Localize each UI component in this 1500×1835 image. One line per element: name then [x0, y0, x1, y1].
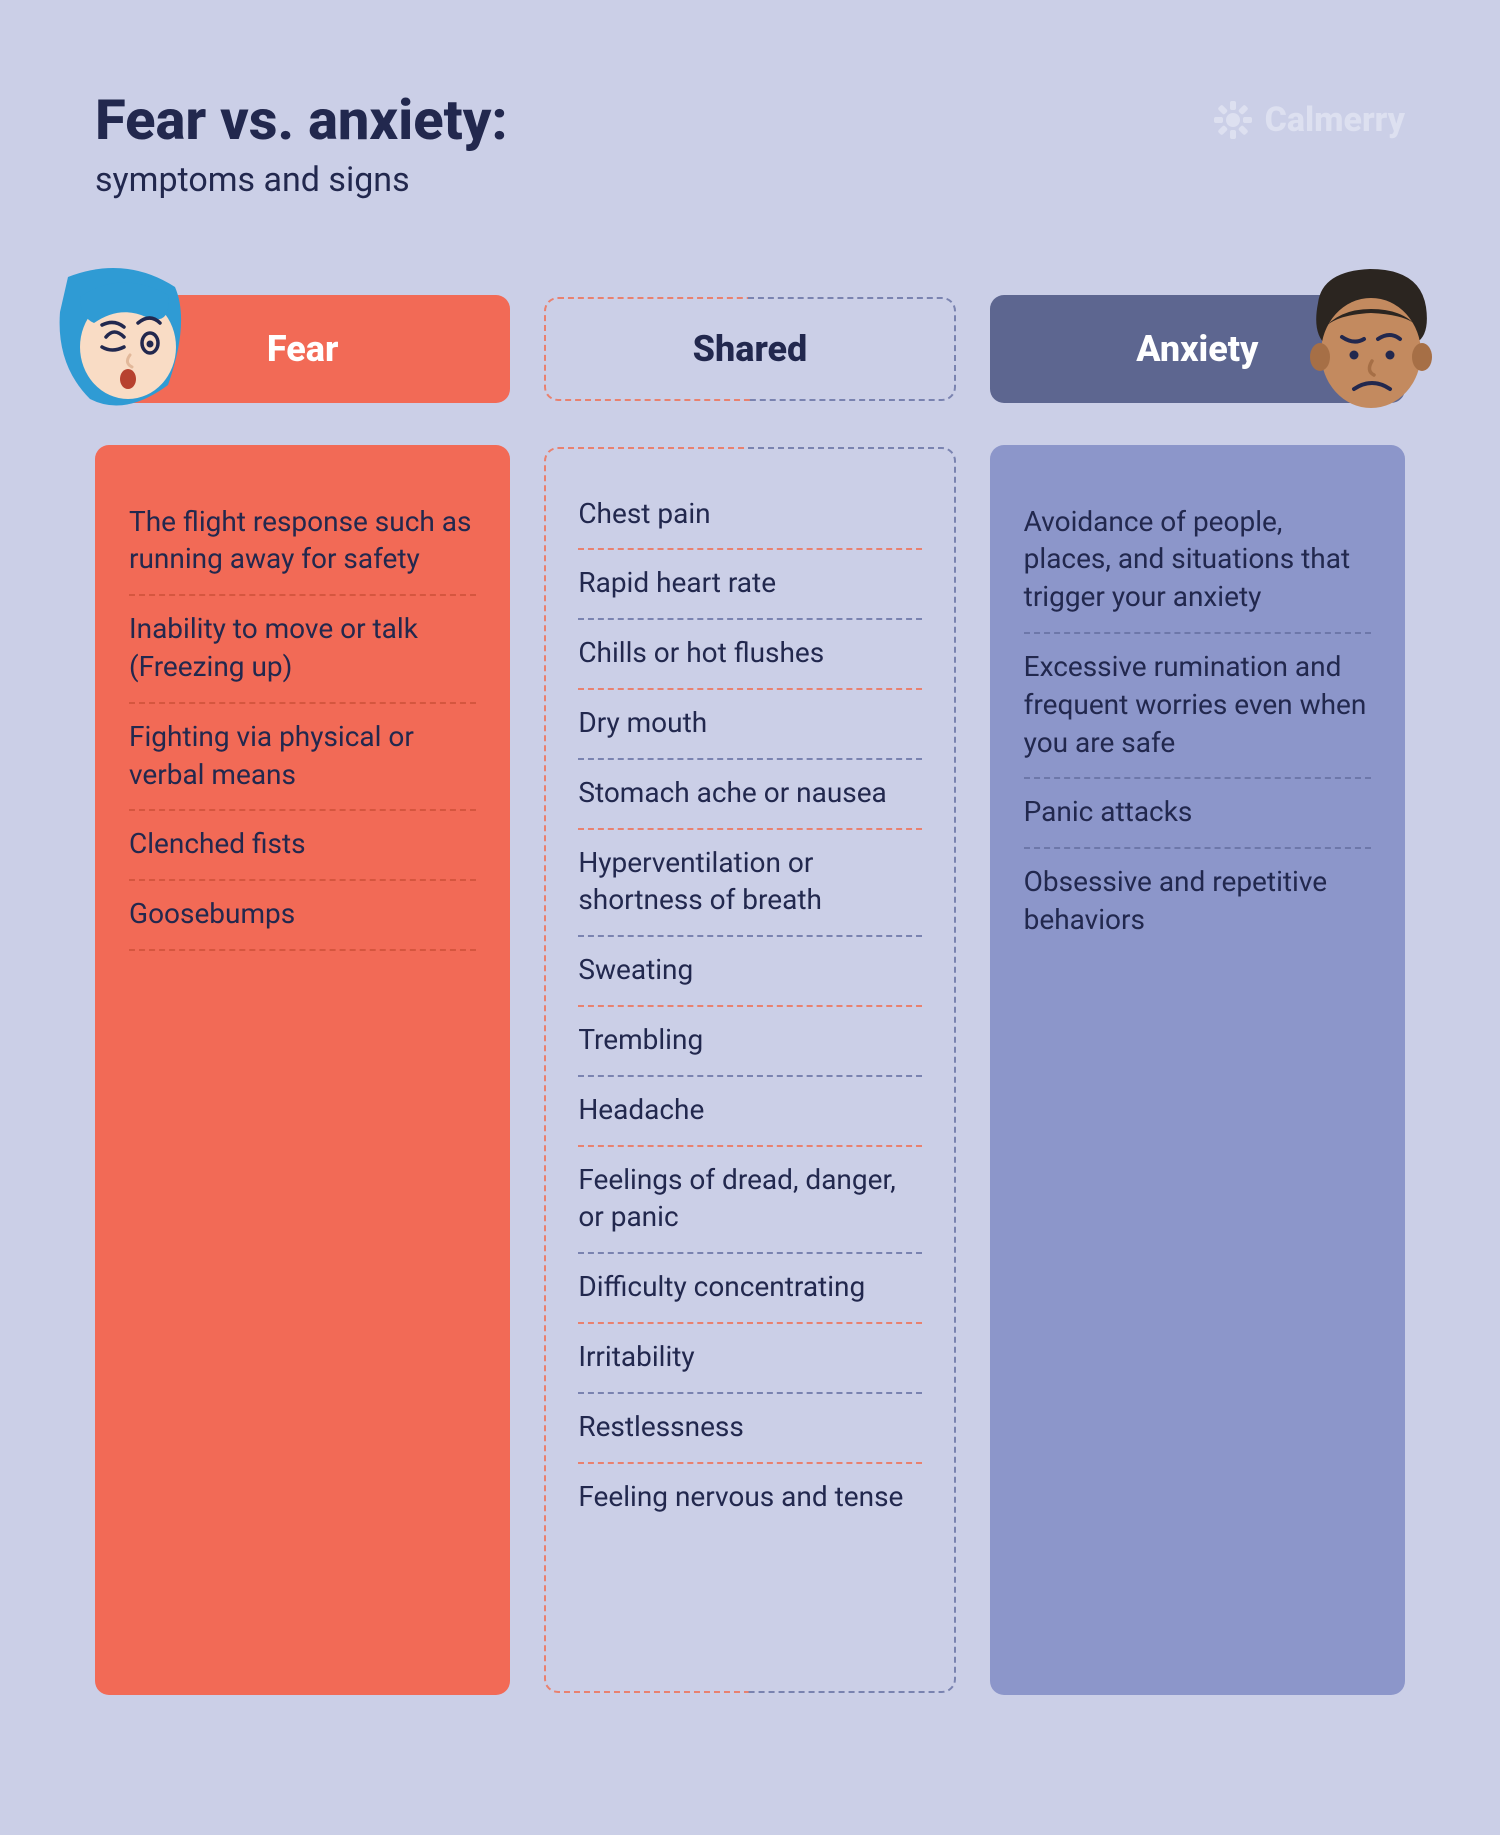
list-item: Stomach ache or nausea	[578, 760, 921, 828]
list-item: Difficulty concentrating	[578, 1254, 921, 1322]
brand-gear-icon	[1213, 100, 1253, 140]
columns-wrap: Fear The flight response such as running…	[95, 295, 1405, 1695]
list-item: Chest pain	[578, 481, 921, 549]
list-item: Clenched fists	[129, 811, 476, 879]
list-item: Feelings of dread, danger, or panic	[578, 1147, 921, 1253]
list-item: Irritability	[578, 1324, 921, 1392]
page-title: Fear vs. anxiety:	[95, 90, 508, 152]
list-item: Excessive rumination and frequent worrie…	[1024, 634, 1371, 777]
title-block: Fear vs. anxiety: symptoms and signs	[95, 90, 508, 200]
avatar-fear-icon	[50, 267, 200, 422]
column-body-anxiety: Avoidance of people, places, and situati…	[990, 445, 1405, 1695]
column-header-label: Anxiety	[1136, 328, 1258, 370]
list-item: Panic attacks	[1024, 779, 1371, 847]
list-item: The flight response such as running away…	[129, 489, 476, 595]
brand: Calmerry	[1213, 100, 1405, 140]
list-item: Avoidance of people, places, and situati…	[1024, 489, 1371, 632]
infographic-canvas: Fear vs. anxiety: symptoms and signs	[0, 0, 1500, 1835]
list-item: Fighting via physical or verbal means	[129, 704, 476, 810]
brand-name: Calmerry	[1265, 100, 1405, 140]
list-item: Dry mouth	[578, 690, 921, 758]
column-fear: Fear The flight response such as running…	[95, 295, 510, 1695]
column-body-fear: The flight response such as running away…	[95, 445, 510, 1695]
column-body-shared: Chest painRapid heart rateChills or hot …	[542, 445, 957, 1695]
list-item: Obsessive and repetitive behaviors	[1024, 849, 1371, 955]
page-subtitle: symptoms and signs	[95, 160, 508, 200]
list-item: Feeling nervous and tense	[578, 1464, 921, 1532]
list-item: Rapid heart rate	[578, 550, 921, 618]
list-item: Goosebumps	[129, 881, 476, 949]
column-header-shared: Shared	[542, 295, 957, 403]
list-item: Chills or hot flushes	[578, 620, 921, 688]
avatar-anxiety-icon	[1298, 265, 1443, 420]
column-shared: Shared Chest painRapid heart rateChills …	[542, 295, 957, 1695]
list-item: Headache	[578, 1077, 921, 1145]
column-header-anxiety: Anxiety	[990, 295, 1405, 403]
divider	[129, 949, 476, 951]
list-item: Restlessness	[578, 1394, 921, 1462]
header-row: Fear vs. anxiety: symptoms and signs	[95, 90, 1405, 200]
column-header-fear: Fear	[95, 295, 510, 403]
list-item: Sweating	[578, 937, 921, 1005]
column-anxiety: Anxiety Avoidance of people, places, and…	[990, 295, 1405, 1695]
column-header-label: Shared	[693, 328, 808, 370]
list-item: Inability to move or talk (Freezing up)	[129, 596, 476, 702]
list-item: Trembling	[578, 1007, 921, 1075]
column-header-label: Fear	[267, 328, 339, 370]
list-item: Hyperventilation or shortness of breath	[578, 830, 921, 936]
